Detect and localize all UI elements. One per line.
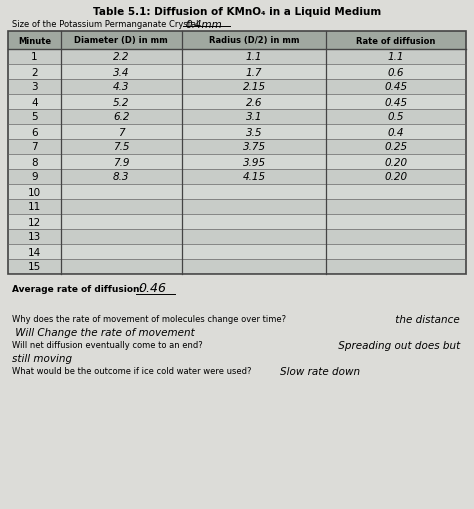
Text: still moving: still moving [12, 353, 72, 363]
Bar [8, 140, 466, 155]
Text: What would be the outcome if ice cold water were used?: What would be the outcome if ice cold wa… [12, 366, 252, 375]
Text: 2: 2 [31, 67, 37, 77]
Text: Diameter (D) in mm: Diameter (D) in mm [74, 37, 168, 45]
Text: 11: 11 [27, 202, 41, 212]
Text: 7: 7 [31, 142, 37, 152]
Text: 0.4mm: 0.4mm [185, 20, 222, 30]
Bar [8, 110, 466, 125]
Text: 10: 10 [28, 187, 41, 197]
Text: 14: 14 [27, 247, 41, 257]
Text: 1.1: 1.1 [246, 52, 263, 63]
Text: 0.20: 0.20 [384, 172, 408, 182]
Bar [8, 215, 466, 230]
Text: 0.45: 0.45 [384, 97, 408, 107]
Text: 0.45: 0.45 [384, 82, 408, 92]
Text: Why does the rate of movement of molecules change over time?: Why does the rate of movement of molecul… [12, 315, 286, 323]
Text: 5: 5 [31, 112, 37, 122]
Text: the distance: the distance [392, 315, 460, 324]
Text: 3.75: 3.75 [243, 142, 266, 152]
Text: 6.2: 6.2 [113, 112, 129, 122]
Text: Rate of diffusion: Rate of diffusion [356, 37, 436, 45]
Text: 6: 6 [31, 127, 37, 137]
Text: Table 5.1: Diffusion of KMnO₄ in a Liquid Medium: Table 5.1: Diffusion of KMnO₄ in a Liqui… [93, 7, 381, 17]
Text: 3.1: 3.1 [246, 112, 263, 122]
Text: Will net diffusion eventually come to an end?: Will net diffusion eventually come to an… [12, 341, 203, 349]
Text: 15: 15 [27, 262, 41, 272]
Text: 9: 9 [31, 172, 37, 182]
Text: 3.5: 3.5 [246, 127, 263, 137]
Bar [8, 50, 466, 65]
Text: 4.15: 4.15 [243, 172, 266, 182]
Text: 0.20: 0.20 [384, 157, 408, 167]
Text: 5.2: 5.2 [113, 97, 129, 107]
Text: 7.9: 7.9 [113, 157, 129, 167]
Text: 12: 12 [27, 217, 41, 227]
Text: Size of the Potassium Permanganate Crystal: Size of the Potassium Permanganate Cryst… [12, 20, 199, 29]
Text: 4.3: 4.3 [113, 82, 129, 92]
Text: 2.2: 2.2 [113, 52, 129, 63]
Bar [8, 185, 466, 200]
Text: 0.5: 0.5 [388, 112, 404, 122]
Bar [8, 95, 466, 110]
Text: 2.15: 2.15 [243, 82, 266, 92]
Text: 0.6: 0.6 [388, 67, 404, 77]
Text: 13: 13 [27, 232, 41, 242]
Text: Radius (D/2) in mm: Radius (D/2) in mm [209, 37, 300, 45]
Bar [8, 32, 466, 274]
Text: Slow rate down: Slow rate down [280, 366, 360, 376]
Text: 3.4: 3.4 [113, 67, 129, 77]
Bar [8, 244, 466, 260]
Text: 2.6: 2.6 [246, 97, 263, 107]
Text: Minute: Minute [18, 37, 51, 45]
Text: 7.5: 7.5 [113, 142, 129, 152]
Text: 3: 3 [31, 82, 37, 92]
Text: 7: 7 [118, 127, 125, 137]
Bar [8, 260, 466, 274]
Text: Average rate of diffusion:: Average rate of diffusion: [12, 284, 143, 293]
Text: Spreading out does but: Spreading out does but [335, 341, 460, 350]
Text: Will Change the rate of movement: Will Change the rate of movement [12, 327, 195, 337]
Text: 0.46: 0.46 [138, 282, 166, 295]
Bar [8, 32, 466, 50]
Text: 8: 8 [31, 157, 37, 167]
Text: 8.3: 8.3 [113, 172, 129, 182]
Text: 3.95: 3.95 [243, 157, 266, 167]
Bar [8, 230, 466, 244]
Bar [8, 65, 466, 80]
Bar [8, 155, 466, 169]
Text: 0.4: 0.4 [388, 127, 404, 137]
Bar [8, 80, 466, 95]
Bar [8, 125, 466, 140]
Bar [8, 200, 466, 215]
Text: 0.25: 0.25 [384, 142, 408, 152]
Text: 1: 1 [31, 52, 37, 63]
Text: 1.7: 1.7 [246, 67, 263, 77]
Text: 4: 4 [31, 97, 37, 107]
Bar [8, 169, 466, 185]
Text: 1.1: 1.1 [388, 52, 404, 63]
